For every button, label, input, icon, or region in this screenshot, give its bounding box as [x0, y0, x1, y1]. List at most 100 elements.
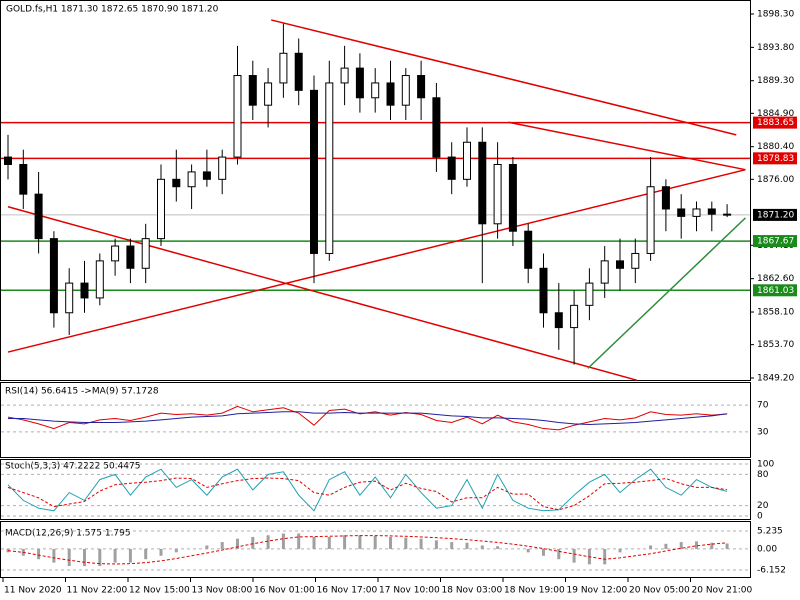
candle-body: [65, 282, 74, 314]
price-label: 1867.67: [757, 237, 794, 247]
trendline: [587, 217, 746, 369]
candle-body: [202, 171, 211, 180]
y-tick-label: 1862.60: [757, 274, 794, 284]
macd-panel: [0, 521, 751, 578]
y-tick-label: 5.235: [757, 527, 783, 537]
candle-body: [19, 163, 28, 195]
chart-title: GOLD.fs,H1 1871.30 1872.65 1870.90 1871.…: [6, 5, 219, 15]
y-tick-label: -6.152: [757, 566, 786, 576]
candle-body: [141, 238, 150, 269]
trendline: [508, 121, 746, 171]
x-tick-label: 11 Nov 22:00: [67, 586, 128, 596]
candle-body: [723, 213, 732, 216]
y-tick-label: 1889.30: [757, 76, 794, 86]
candle-body: [570, 304, 579, 329]
x-tick-label: 20 Nov 05:00: [629, 586, 690, 596]
x-tick-label: 16 Nov 01:00: [254, 586, 315, 596]
stoch-panel: [0, 459, 751, 520]
x-tick-label: 16 Nov 17:00: [317, 586, 378, 596]
candle-body: [233, 75, 242, 158]
candle-body: [371, 82, 380, 99]
macd-label: MACD(12,26,9) 1.575 1.795: [5, 529, 131, 539]
candle-body: [34, 193, 43, 240]
y-tick-label: 70: [757, 401, 769, 411]
candle-body: [661, 186, 670, 210]
price-label-box: [753, 116, 797, 129]
candle-body: [600, 260, 609, 284]
candle-body: [478, 141, 487, 225]
candle-body: [172, 178, 181, 188]
candle-body: [707, 208, 716, 215]
x-tick-label: 18 Nov 19:00: [504, 586, 565, 596]
price-label-box: [753, 152, 797, 165]
candle-body: [585, 282, 594, 306]
candle-body: [692, 208, 701, 217]
x-tick-label: 17 Nov 10:00: [379, 586, 440, 596]
candle-body: [111, 245, 120, 262]
candle-body: [386, 82, 395, 106]
price-label: 1878.83: [757, 154, 794, 164]
y-tick-label: 1876.00: [757, 175, 794, 185]
candle-body: [310, 89, 318, 254]
candle-body: [49, 238, 58, 314]
price-label-box: [753, 284, 797, 297]
candle-body: [432, 97, 441, 158]
candle-body: [508, 163, 517, 232]
candle-body: [524, 230, 533, 269]
candle-body: [126, 245, 135, 269]
y-tick-label: 1880.40: [757, 142, 794, 152]
candle-body: [4, 156, 12, 165]
candle-body: [187, 171, 196, 188]
stoch-line: [7, 468, 728, 512]
candle-body: [279, 52, 288, 84]
candle-body: [631, 252, 640, 269]
price-label-box: [753, 235, 797, 248]
x-tick-label: 11 Nov 2020: [4, 586, 62, 596]
candle-body: [401, 75, 410, 106]
candle-body: [340, 67, 349, 84]
trendline: [7, 206, 638, 381]
y-tick-label: 1884.90: [757, 109, 794, 119]
y-tick-label: 20: [757, 501, 769, 511]
x-tick-label: 13 Nov 08:00: [192, 586, 253, 596]
candle-body: [248, 75, 257, 106]
candle-body: [554, 312, 563, 329]
candle-body: [355, 67, 364, 99]
y-tick-label: 1849.20: [757, 374, 794, 384]
candle-body: [218, 156, 227, 180]
candle-body: [677, 208, 686, 217]
y-tick-label: 1893.80: [757, 43, 794, 53]
rsi-label: RSI(14) 56.6415 ->MA(9) 57.1728: [5, 387, 159, 397]
candle-body: [463, 141, 471, 180]
x-tick-label: 19 Nov 12:00: [567, 586, 628, 596]
candle-body: [447, 156, 456, 180]
candle-body: [80, 282, 89, 299]
candle-body: [493, 163, 502, 225]
candle-body: [646, 186, 655, 254]
x-tick-label: 20 Nov 21:00: [692, 586, 753, 596]
main-panel: [0, 0, 751, 381]
trendline: [270, 19, 737, 136]
candle-body: [325, 82, 334, 254]
y-tick-label: 30: [757, 427, 769, 437]
y-tick-label: 80: [757, 470, 769, 480]
candle-body: [539, 267, 548, 314]
price-label-box: [753, 208, 797, 221]
candle-body: [616, 260, 624, 269]
macd-signal: [7, 535, 728, 565]
x-tick-label: 18 Nov 03:00: [442, 586, 503, 596]
y-tick-label: 100: [757, 460, 774, 470]
price-label: 1871.20: [757, 210, 794, 220]
candle-body: [95, 260, 104, 299]
candle-body: [294, 52, 303, 91]
candle-body: [417, 75, 426, 99]
trendline: [7, 168, 746, 353]
rsi-line: [8, 411, 728, 426]
y-tick-label: 0.00: [757, 544, 777, 554]
price-label: 1861.03: [757, 286, 794, 296]
y-tick-label: 1853.70: [757, 340, 794, 350]
y-tick-label: 0: [757, 512, 763, 522]
price-label: 1883.65: [757, 118, 794, 128]
stoch-label: Stoch(5,3,3) 47.2222 50.4475: [5, 462, 140, 472]
